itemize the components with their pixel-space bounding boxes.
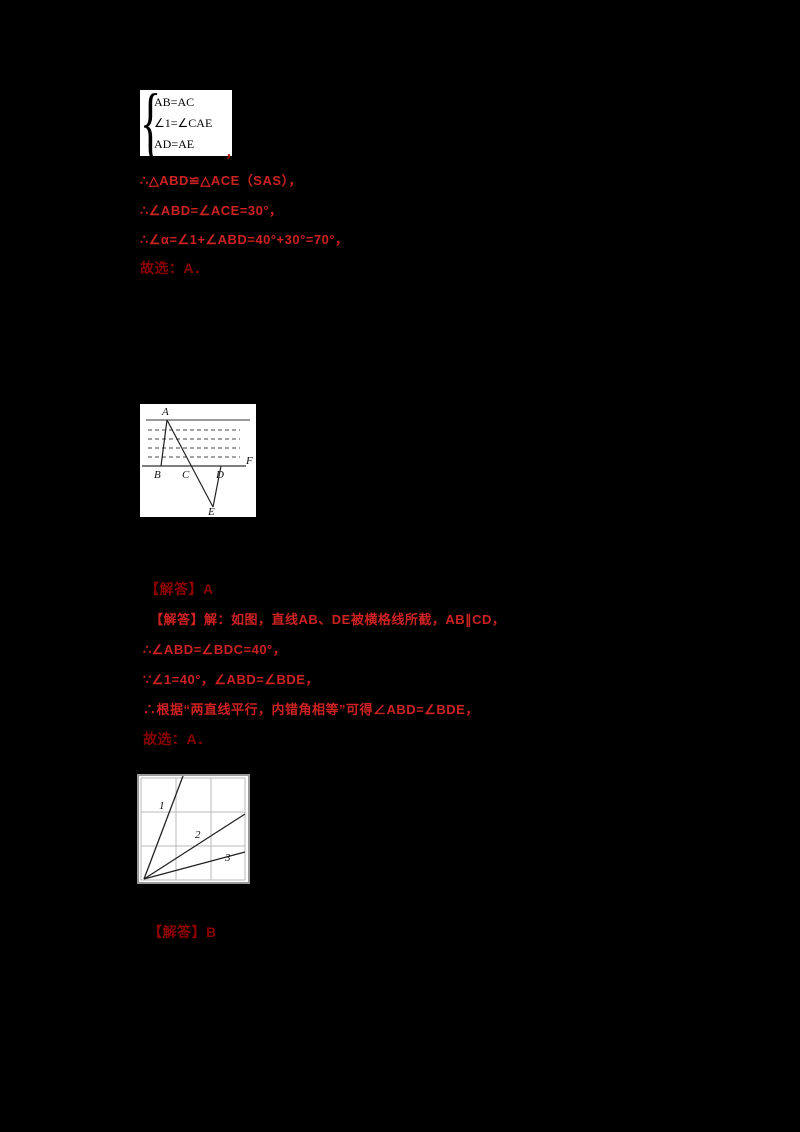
segment-DE (212, 465, 222, 508)
equation-system-box: { AB=AC ∠1=∠CAE AD=AE (140, 79, 232, 167)
ray-1 (143, 776, 184, 880)
angle-label-2: 2 (195, 829, 201, 841)
left-brace: { (140, 79, 162, 167)
angle-label-1: 1 (159, 800, 165, 812)
proof3-answer-header: 【解答】B (148, 924, 217, 940)
equation-lines: AB=AC ∠1=∠CAE AD=AE (154, 92, 212, 155)
proof1-line-3: ∴∠α=∠1+∠ABD=40°+30°=70°， (140, 232, 349, 247)
equation-line-2: ∠1=∠CAE (154, 115, 213, 130)
point-label-E: E (207, 506, 215, 517)
proof2-answer-header: 【解答】A (145, 581, 214, 597)
proof2-line-4: ∴根据“两直线平行，内错角相等”可得∠ABD=∠BDE， (143, 702, 479, 717)
proof2-line-2: ∴∠ABD=∠BDC=40°， (143, 642, 287, 657)
trailing-comma-mark: ， (226, 146, 239, 160)
proof2-answer: 故选：A． (143, 731, 212, 747)
segment-AB (160, 419, 168, 467)
figure-grid-angles: 1 2 3 (137, 774, 250, 884)
segment-AE (166, 419, 214, 508)
proof1-answer: 故选：A． (140, 260, 209, 276)
point-label-A: A (161, 406, 169, 418)
ray-2 (143, 813, 246, 880)
angle-label-3: 3 (224, 852, 231, 864)
point-label-B: B (154, 469, 161, 481)
ray-3 (143, 851, 246, 880)
point-label-F: F (245, 455, 253, 467)
equation-line-1: AB=AC (154, 94, 195, 109)
proof2-line-3: ∵∠1=40°，∠ABD=∠BDE， (143, 672, 319, 687)
equation-line-3: AD=AE (154, 136, 195, 151)
point-label-C: C (182, 469, 190, 481)
proof1-line-1: ∴△ABD≌△ACE（SAS）， (140, 173, 303, 188)
proof2-line-1: 【解答】解：如图，直线AB、DE被横格线所截，AB∥CD， (150, 612, 506, 627)
point-label-D: D (215, 469, 224, 481)
figure-grid-angles-svg: 1 2 3 (140, 776, 246, 881)
figure-ruled-lines-svg: A B C D E F (142, 406, 253, 517)
proof1-line-2: ∴∠ABD=∠ACE=30°， (140, 203, 283, 218)
figure-ruled-lines: A B C D E F (140, 404, 256, 517)
